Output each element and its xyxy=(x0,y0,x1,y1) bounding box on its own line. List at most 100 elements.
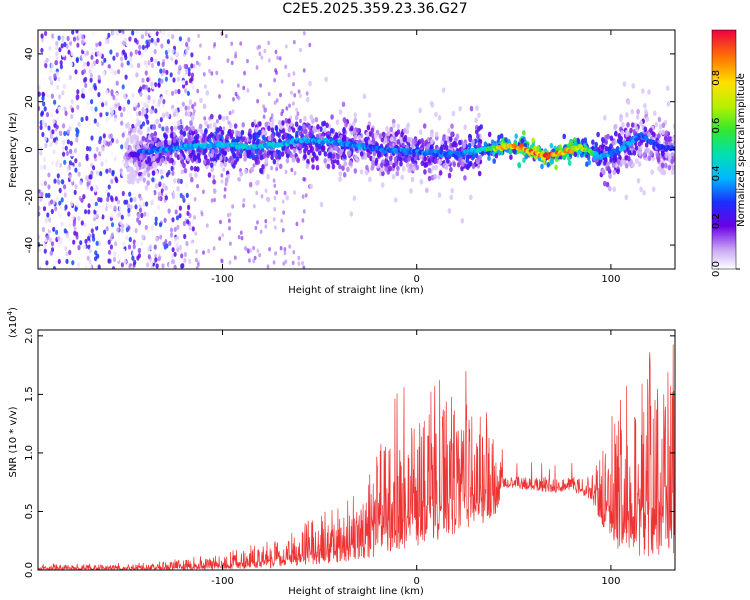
spectral-blob xyxy=(612,186,616,193)
spectral-blob xyxy=(187,111,191,117)
spectral-blob xyxy=(438,170,443,176)
noise-speckle xyxy=(40,47,44,53)
noise-speckle xyxy=(58,187,62,194)
noise-speckle xyxy=(135,111,139,117)
noise-speckle xyxy=(284,44,288,49)
noise-speckle xyxy=(90,54,94,60)
noise-speckle xyxy=(233,255,237,260)
spectral-blob xyxy=(636,178,641,184)
noise-speckle xyxy=(77,245,81,251)
noise-speckle xyxy=(171,40,175,46)
colorbar-tick-label: 0.6 xyxy=(711,118,722,134)
spectral-blob xyxy=(267,135,272,142)
noise-speckle xyxy=(42,101,46,107)
noise-speckle xyxy=(120,214,124,220)
noise-speckle xyxy=(138,44,142,50)
spectrogram-axes: -100 0 100 -40 -20 0 20 40 xyxy=(24,30,675,285)
noise-speckle xyxy=(45,265,49,269)
spectral-blob xyxy=(391,173,396,180)
noise-speckle xyxy=(153,49,157,55)
spectral-blob xyxy=(520,138,524,144)
noise-speckle xyxy=(295,107,298,113)
spectral-blob xyxy=(645,116,650,122)
noise-speckle xyxy=(129,204,133,210)
spectral-blob xyxy=(649,150,653,156)
noise-speckle xyxy=(215,70,219,76)
spectral-blob xyxy=(311,164,315,170)
noise-speckle xyxy=(93,118,97,124)
noise-speckle xyxy=(275,98,279,103)
spectral-blob xyxy=(378,133,383,139)
spectral-blob xyxy=(467,142,472,149)
spectral-blob xyxy=(147,155,151,162)
spectral-blob xyxy=(540,163,544,170)
noise-speckle xyxy=(125,235,129,241)
spectral-blob xyxy=(302,142,306,149)
noise-speckle xyxy=(125,41,129,47)
noise-speckle xyxy=(184,80,189,86)
spectral-blob xyxy=(460,218,465,224)
noise-speckle xyxy=(185,240,189,247)
noise-speckle xyxy=(202,72,206,77)
noise-speckle xyxy=(288,244,292,249)
y-tick-label: -20 xyxy=(24,189,35,205)
noise-speckle xyxy=(279,92,282,98)
noise-speckle xyxy=(160,30,164,35)
noise-speckle xyxy=(158,181,162,187)
noise-speckle xyxy=(195,266,199,269)
noise-speckle xyxy=(88,120,92,126)
colorbar-tick-label: 0.8 xyxy=(711,70,722,86)
noise-speckle xyxy=(62,173,67,179)
noise-speckle xyxy=(157,195,161,201)
spectral-blob xyxy=(258,150,263,156)
spectral-blob xyxy=(199,97,203,104)
spectral-blob xyxy=(608,173,612,179)
spectral-blob xyxy=(125,161,129,168)
noise-speckle xyxy=(127,126,131,132)
noise-speckle xyxy=(191,104,195,110)
noise-speckle xyxy=(267,58,271,63)
spectral-blob xyxy=(306,149,311,156)
noise-speckle xyxy=(59,204,63,210)
noise-speckle xyxy=(258,51,262,56)
spectral-blob xyxy=(350,125,354,132)
noise-speckle xyxy=(145,201,149,207)
noise-speckle xyxy=(210,71,214,76)
spectrogram-y-axis-label: Frequency (Hz) xyxy=(8,112,19,188)
noise-speckle xyxy=(43,77,47,83)
noise-speckle xyxy=(231,204,235,209)
spectral-blob xyxy=(447,208,452,214)
noise-speckle xyxy=(95,58,99,65)
noise-speckle xyxy=(259,229,263,234)
noise-speckle xyxy=(84,82,88,88)
noise-speckle xyxy=(89,87,93,93)
noise-speckle xyxy=(39,150,43,156)
noise-speckle xyxy=(151,190,155,197)
noise-speckle xyxy=(83,77,87,83)
spectral-blob xyxy=(554,164,558,171)
noise-speckle xyxy=(147,87,151,93)
noise-speckle xyxy=(39,146,43,152)
noise-speckle xyxy=(246,88,250,93)
noise-speckle xyxy=(195,249,199,254)
noise-speckle xyxy=(59,60,63,66)
noise-speckle xyxy=(110,69,114,75)
noise-speckle xyxy=(136,217,140,223)
noise-speckle xyxy=(48,148,52,154)
spectral-blob xyxy=(380,162,384,168)
noise-speckle xyxy=(127,99,131,105)
spectral-blob xyxy=(193,166,198,172)
noise-speckle xyxy=(56,116,60,122)
spectral-blob xyxy=(240,129,245,136)
spectral-blob xyxy=(627,155,631,162)
noise-speckle xyxy=(38,246,41,252)
noise-speckle xyxy=(135,30,139,35)
spectral-blob xyxy=(455,133,460,139)
noise-speckle xyxy=(85,155,89,161)
spectral-blob xyxy=(396,165,400,172)
spectral-blob xyxy=(146,180,150,186)
spectral-blob xyxy=(204,120,208,127)
spectral-blob xyxy=(135,166,140,172)
noise-speckle xyxy=(223,194,227,199)
noise-speckle xyxy=(102,70,106,76)
